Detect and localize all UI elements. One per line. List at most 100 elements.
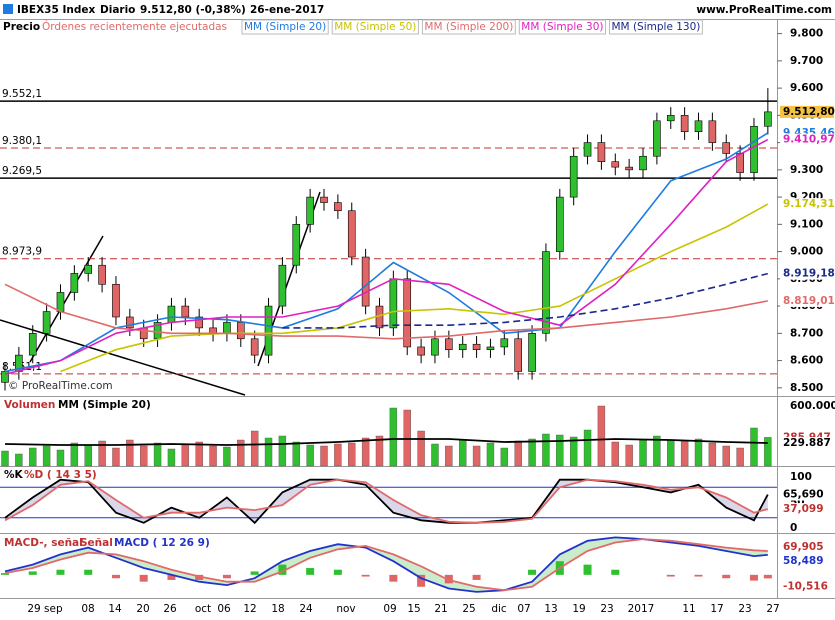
legend-item: %K — [4, 469, 24, 481]
volume-bar — [389, 407, 398, 467]
candle-body — [583, 142, 592, 157]
value-tag-label: 8.819,01 — [783, 295, 835, 307]
candle-body — [708, 120, 717, 143]
candle-body — [666, 115, 675, 122]
histogram-bar — [528, 569, 537, 575]
x-tick-label: 29 sep — [27, 603, 63, 615]
value-tag — [780, 198, 834, 211]
value-tag-label: -10,516 — [783, 580, 828, 592]
volume-bar — [542, 433, 550, 467]
x-tick-label: 07 — [517, 603, 530, 615]
panel-title: MACD-, señal — [4, 537, 83, 549]
y-tick-label: 9.700 — [790, 55, 823, 67]
quote: 9.512,80 (-0,38%) — [140, 4, 246, 16]
y-tick-label: 9.600 — [790, 82, 823, 94]
x-tick-label: 26 — [163, 603, 177, 615]
volume-bar — [611, 441, 619, 467]
volume-bar — [708, 442, 717, 467]
x-tick-label: nov — [336, 603, 355, 615]
legend-item: Precio — [3, 21, 40, 33]
period: Diario — [100, 4, 135, 16]
value-tag-label: 69,905 — [783, 541, 824, 553]
x-tick-label: 23 — [600, 603, 613, 615]
histogram-bar — [389, 574, 398, 582]
candle-body — [306, 196, 314, 225]
candle-body — [597, 142, 606, 162]
candle-body — [403, 278, 412, 348]
histogram-bar — [250, 571, 259, 575]
volume-bar — [195, 441, 203, 467]
volume-bar — [98, 440, 106, 467]
volume-bar — [29, 447, 37, 467]
volume-bar — [625, 444, 633, 467]
x-tick-label: 20 — [136, 603, 149, 615]
value-tag-label: 9.512,80 — [783, 106, 835, 118]
volume-bar — [126, 439, 134, 467]
histogram-bar — [722, 574, 731, 579]
volume-bar — [334, 443, 342, 467]
volume-bar — [278, 435, 287, 467]
volume-bar — [556, 434, 564, 467]
y-tick-label: 9.800 — [790, 28, 823, 40]
volume-bar — [445, 445, 453, 467]
candle-body — [98, 264, 106, 285]
candle-body — [112, 283, 120, 318]
candle-body — [278, 264, 287, 307]
volume-bar — [597, 405, 606, 467]
candle-body — [320, 196, 328, 203]
x-tick-label: 14 — [108, 603, 122, 615]
volume-bar — [472, 445, 481, 467]
histogram-bar — [84, 569, 93, 575]
volume-bar — [209, 445, 217, 467]
histogram-bar — [694, 574, 703, 577]
legend-box — [331, 19, 419, 35]
candle-body — [750, 125, 758, 173]
x-tick-label: 11 — [682, 603, 695, 615]
candle-body — [722, 142, 731, 154]
volume-bar — [112, 447, 120, 467]
volume-bar — [250, 430, 259, 467]
volume-bar — [750, 427, 758, 467]
x-tick-label: oct — [195, 603, 211, 615]
candle-body — [236, 322, 245, 340]
candle-body — [500, 338, 509, 348]
value-tag — [780, 294, 834, 307]
volume-bar — [84, 444, 92, 467]
candle-body — [361, 256, 370, 307]
candle-body — [431, 338, 439, 356]
ma-line — [60, 203, 769, 373]
volume-bar — [292, 441, 300, 467]
volume-bar — [15, 453, 23, 467]
candle-body — [181, 305, 190, 318]
histogram-bar — [167, 574, 176, 580]
candle-body — [139, 327, 148, 340]
x-tick-label: 27 — [766, 603, 779, 615]
x-tick-label: 15 — [407, 603, 420, 615]
volume-bar — [306, 444, 314, 467]
volume-bar — [736, 447, 744, 467]
volume-bar — [375, 435, 384, 467]
histogram-bar — [333, 569, 342, 575]
volume-bar — [417, 430, 425, 467]
y-tick-label: 8.600 — [790, 355, 823, 367]
panel-title: Volumen — [4, 399, 55, 411]
x-tick-label: 06 — [217, 603, 231, 615]
level-label: 9.380,1 — [2, 135, 42, 147]
volume-bar — [237, 439, 245, 467]
legend-box — [518, 19, 606, 35]
volume-bar — [486, 442, 495, 467]
volume-bar — [500, 447, 509, 467]
value-tag-label: 229.887 — [783, 437, 831, 449]
site: www.ProRealTime.com — [696, 4, 832, 16]
candle-body — [514, 338, 522, 372]
value-tag-label: 8.919,18 — [783, 268, 835, 280]
ma-line — [4, 132, 769, 373]
value-tag-label: 65,690 — [783, 489, 824, 501]
candle-body — [56, 292, 65, 312]
y-tick-label: 8.700 — [790, 327, 823, 339]
legend-item: MACD ( 12 26 9) — [114, 537, 210, 549]
volume-bar — [153, 442, 162, 467]
histogram-bar — [361, 574, 370, 577]
level-label: 8.973,9 — [2, 246, 42, 258]
